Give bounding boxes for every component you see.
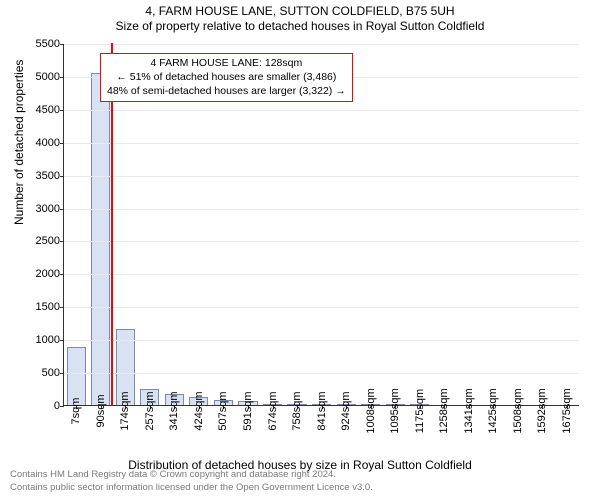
chart-title-line2: Size of property relative to detached ho… (10, 19, 590, 33)
xtick-label: 341sqm (168, 391, 180, 430)
ytick-mark (60, 340, 64, 341)
gridline (64, 274, 579, 275)
xtick-label: 1175sqm (414, 389, 426, 433)
xtick-label: 90sqm (95, 394, 107, 427)
xtick-label: 758sqm (291, 391, 303, 430)
footer-line2: Contains public sector information licen… (10, 482, 590, 494)
ytick-mark (60, 241, 64, 242)
gridline (64, 209, 579, 210)
ytick-mark (60, 110, 64, 111)
xtick-label: 924sqm (340, 391, 352, 430)
gridline (64, 373, 579, 374)
bar-slot: 1008sqm (358, 44, 383, 405)
ytick-label: 4000 (36, 137, 60, 149)
ytick-mark (60, 406, 64, 407)
gridline (64, 110, 579, 111)
bar-slot: 1095sqm (383, 44, 408, 405)
gridline (64, 143, 579, 144)
bar-slot: 1675sqm (555, 44, 580, 405)
bar-slot: 1508sqm (506, 44, 531, 405)
gridline (64, 241, 579, 242)
ytick-label: 5000 (36, 71, 60, 83)
ytick-label: 0 (54, 400, 60, 412)
chart-plot-area: 7sqm90sqm174sqm257sqm341sqm424sqm507sqm5… (63, 44, 579, 406)
xtick-label: 841sqm (316, 391, 328, 430)
ytick-mark (60, 209, 64, 210)
xtick-label: 1675sqm (561, 388, 573, 433)
chart-title-line1: 4, FARM HOUSE LANE, SUTTON COLDFIELD, B7… (10, 4, 590, 18)
ytick-mark (60, 44, 64, 45)
ytick-mark (60, 176, 64, 177)
bar-slot: 1425sqm (481, 44, 506, 405)
annotation-box: 4 FARM HOUSE LANE: 128sqm← 51% of detach… (100, 53, 353, 102)
ytick-label: 3500 (36, 170, 60, 182)
ytick-mark (60, 373, 64, 374)
bar-slot: 1175sqm (407, 44, 432, 405)
ytick-label: 1500 (36, 301, 60, 313)
xtick-label: 591sqm (242, 391, 254, 430)
xtick-label: 1508sqm (512, 388, 524, 433)
ytick-label: 500 (42, 367, 60, 379)
xtick-label: 1008sqm (365, 388, 377, 433)
gridline (64, 340, 579, 341)
xtick-label: 1095sqm (389, 388, 401, 433)
footer-line1: Contains HM Land Registry data © Crown c… (10, 469, 590, 481)
xtick-label: 1592sqm (536, 388, 548, 433)
ytick-label: 3000 (36, 203, 60, 215)
gridline (64, 307, 579, 308)
ytick-label: 2000 (36, 268, 60, 280)
footer-attribution: Contains HM Land Registry data © Crown c… (10, 469, 590, 494)
bar (67, 347, 86, 405)
gridline (64, 44, 579, 45)
ytick-mark (60, 143, 64, 144)
ytick-mark (60, 307, 64, 308)
xtick-label: 7sqm (70, 398, 82, 425)
ytick-label: 4500 (36, 104, 60, 116)
ytick-label: 1000 (36, 334, 60, 346)
bar (91, 73, 110, 405)
y-axis-label: Number of detached properties (12, 60, 26, 225)
annotation-line: ← 51% of detached houses are smaller (3,… (107, 70, 346, 84)
xtick-label: 257sqm (144, 391, 156, 430)
xtick-label: 1258sqm (438, 388, 450, 433)
bar-slot: 1258sqm (432, 44, 457, 405)
xtick-label: 674sqm (267, 391, 279, 430)
bar-slot: 7sqm (64, 44, 89, 405)
gridline (64, 176, 579, 177)
annotation-line: 48% of semi-detached houses are larger (… (107, 84, 346, 98)
xtick-label: 507sqm (217, 391, 229, 430)
bar-slot: 1341sqm (457, 44, 482, 405)
bar-slot: 1592sqm (530, 44, 555, 405)
ytick-label: 2500 (36, 235, 60, 247)
xtick-label: 174sqm (119, 391, 131, 430)
xtick-label: 1425sqm (487, 388, 499, 433)
xtick-label: 1341sqm (463, 388, 475, 433)
ytick-label: 5500 (36, 38, 60, 50)
xtick-label: 424sqm (193, 391, 205, 430)
ytick-mark (60, 77, 64, 78)
annotation-line: 4 FARM HOUSE LANE: 128sqm (107, 56, 346, 70)
ytick-mark (60, 274, 64, 275)
